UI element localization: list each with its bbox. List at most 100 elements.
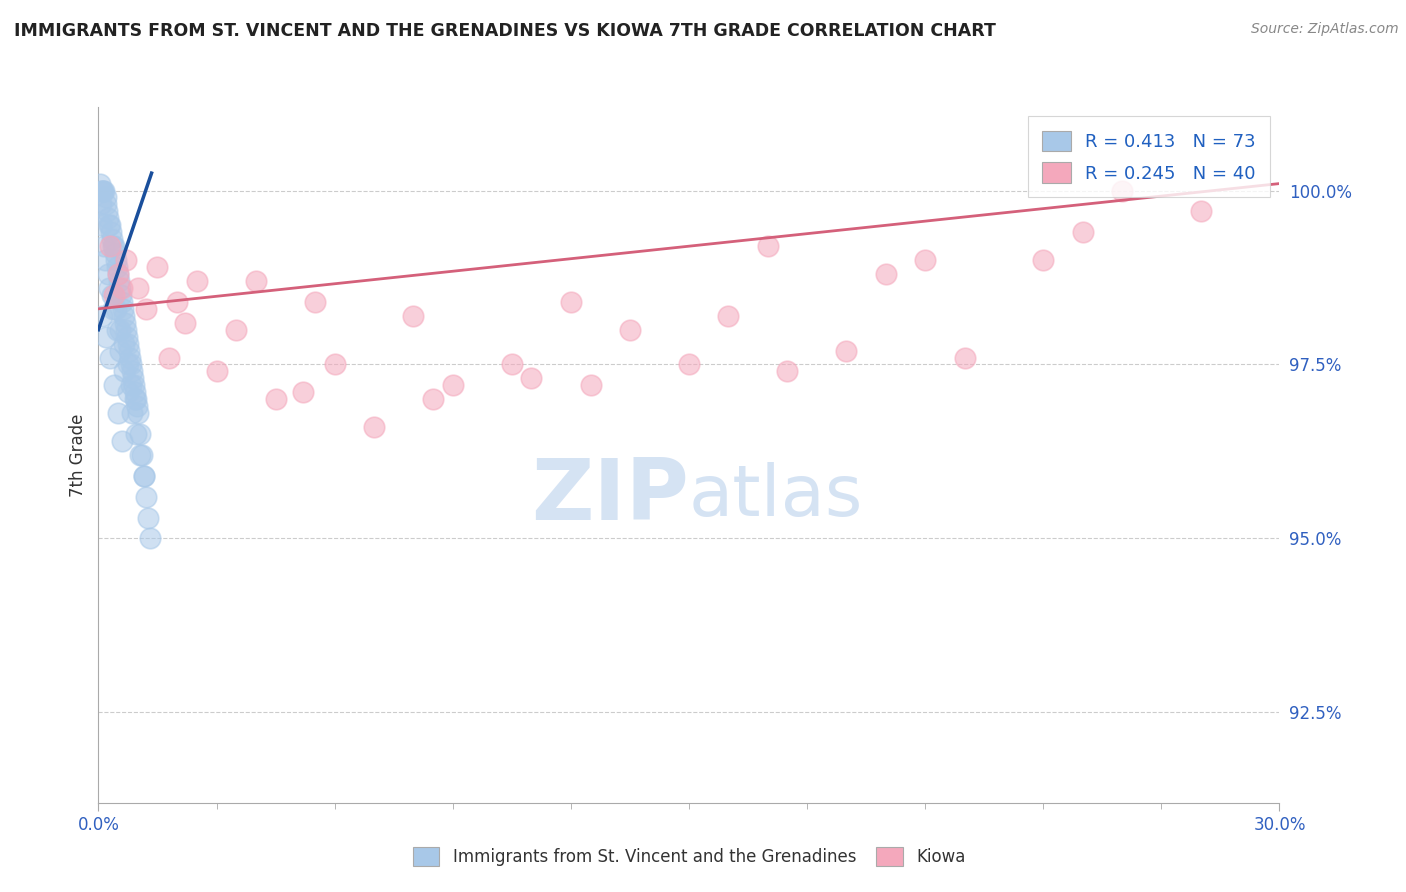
Point	[114, 316, 136, 330]
Point	[97, 211, 120, 226]
Point	[115, 323, 138, 337]
Point	[105, 253, 128, 268]
Point	[776, 364, 799, 378]
Point	[678, 358, 700, 372]
Point	[304, 294, 326, 309]
Point	[90, 197, 112, 211]
Point	[108, 323, 131, 337]
Text: Source: ZipAtlas.com: Source: ZipAtlas.com	[1251, 22, 1399, 37]
Point	[94, 329, 117, 343]
Point	[97, 281, 120, 295]
Point	[125, 427, 148, 442]
Point	[98, 239, 121, 253]
Point	[96, 204, 118, 219]
Point	[205, 364, 228, 378]
Point	[579, 378, 602, 392]
Point	[115, 329, 138, 343]
Point	[122, 378, 145, 392]
Point	[135, 490, 157, 504]
Point	[107, 406, 129, 420]
Point	[103, 288, 125, 302]
Point	[90, 184, 112, 198]
Point	[112, 364, 135, 378]
Point	[98, 219, 121, 233]
Point	[117, 385, 139, 400]
Point	[111, 294, 134, 309]
Point	[560, 294, 582, 309]
Point	[103, 378, 125, 392]
Point	[112, 309, 135, 323]
Point	[953, 351, 976, 365]
Point	[225, 323, 247, 337]
Point	[115, 253, 138, 268]
Point	[323, 358, 346, 372]
Point	[125, 392, 148, 407]
Point	[520, 371, 543, 385]
Point	[112, 336, 135, 351]
Point	[118, 351, 141, 365]
Point	[94, 190, 117, 204]
Point	[104, 246, 127, 260]
Legend: Immigrants from St. Vincent and the Grenadines, Kiowa: Immigrants from St. Vincent and the Gren…	[404, 838, 974, 874]
Point	[245, 274, 267, 288]
Point	[110, 288, 132, 302]
Point	[93, 184, 115, 198]
Point	[131, 448, 153, 462]
Point	[186, 274, 208, 288]
Point	[157, 351, 180, 365]
Point	[105, 323, 128, 337]
Point	[125, 399, 148, 413]
Point	[127, 406, 149, 420]
Point	[108, 281, 131, 295]
Point	[1111, 184, 1133, 198]
Point	[101, 232, 124, 246]
Point	[166, 294, 188, 309]
Point	[146, 260, 169, 274]
Point	[128, 427, 150, 442]
Point	[91, 184, 114, 198]
Point	[129, 448, 152, 462]
Point	[875, 267, 897, 281]
Point	[264, 392, 287, 407]
Point	[1032, 253, 1054, 268]
Point	[501, 358, 523, 372]
Point	[104, 301, 127, 316]
Point	[120, 358, 142, 372]
Point	[363, 420, 385, 434]
Point	[135, 301, 157, 316]
Point	[132, 468, 155, 483]
Point	[124, 392, 146, 407]
Point	[121, 406, 143, 420]
Point	[91, 309, 114, 323]
Point	[117, 358, 139, 372]
Point	[1189, 204, 1212, 219]
Point	[93, 239, 115, 253]
Point	[619, 323, 641, 337]
Point	[124, 385, 146, 400]
Point	[422, 392, 444, 407]
Point	[441, 378, 464, 392]
Point	[91, 184, 114, 198]
Point	[93, 253, 115, 268]
Point	[914, 253, 936, 268]
Point	[121, 364, 143, 378]
Point	[717, 309, 740, 323]
Point	[835, 343, 858, 358]
Point	[122, 371, 145, 385]
Point	[98, 219, 121, 233]
Point	[101, 288, 124, 302]
Point	[1071, 225, 1094, 239]
Point	[103, 239, 125, 253]
Point	[117, 336, 139, 351]
Point	[136, 510, 159, 524]
Point	[138, 532, 160, 546]
Point	[107, 267, 129, 281]
Point	[96, 197, 118, 211]
Point	[110, 343, 132, 358]
Point	[111, 301, 134, 316]
Text: atlas: atlas	[689, 462, 863, 531]
Point	[108, 274, 131, 288]
Point	[132, 468, 155, 483]
Point	[111, 434, 134, 448]
Point	[756, 239, 779, 253]
